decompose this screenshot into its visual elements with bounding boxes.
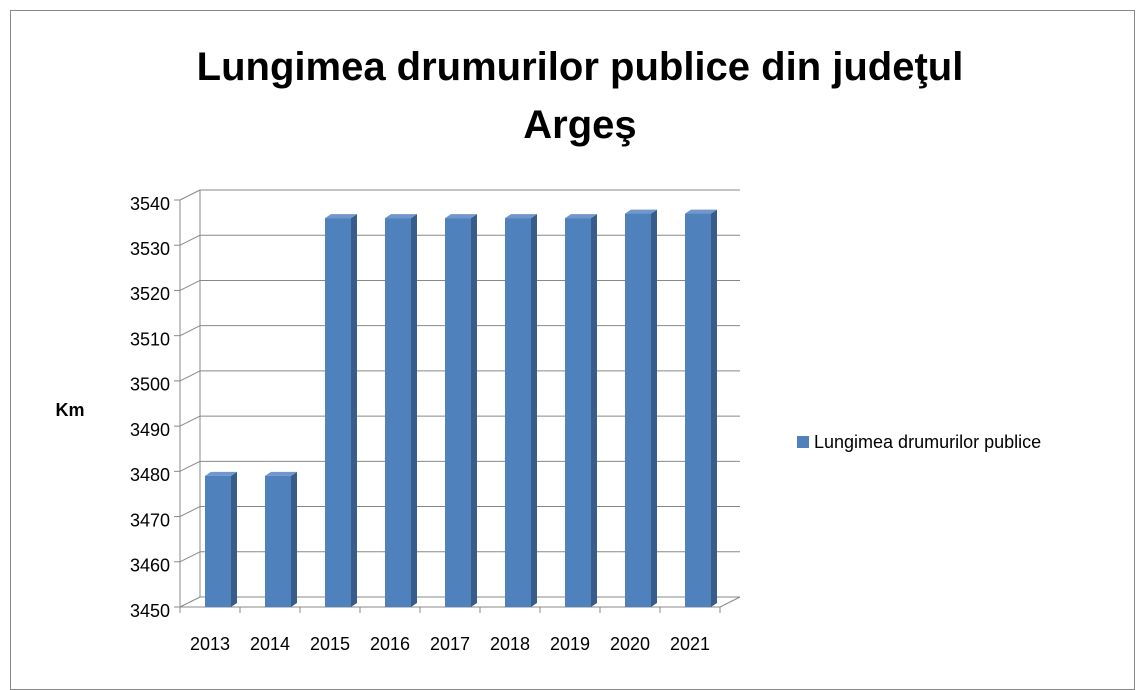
bar-front [385,218,411,608]
x-tick-label: 2013 [190,634,230,654]
bar [445,214,477,608]
grid-line [179,415,201,427]
grid-line [179,189,201,201]
bar-top [205,471,237,476]
bar-top [625,209,657,214]
grid-line [179,506,201,518]
bar-side [591,214,597,608]
legend-label: Lungimea drumurilor publice [814,432,1041,452]
x-tick-label: 2019 [550,634,590,654]
y-tick-label: 3500 [130,375,170,395]
bar-top [505,214,537,219]
bar-top [445,214,477,219]
x-tick-label: 2021 [670,634,710,654]
y-tick-label: 3530 [130,239,170,259]
y-tick-label: 3480 [130,465,170,485]
bar-front [565,218,591,608]
grid-line [179,234,201,246]
bar [265,471,297,607]
grid-line [179,370,201,382]
grid-line [179,551,201,563]
bar-side [231,471,237,607]
x-tick-label: 2020 [610,634,650,654]
axis-line [719,596,741,608]
y-tick-label: 3460 [130,556,170,576]
bar-side [291,471,297,607]
y-tick-label: 3540 [130,194,170,214]
bar-side [411,214,417,608]
y-tick-label: 3450 [130,601,170,621]
bar-top [265,471,297,476]
x-tick-label: 2018 [490,634,530,654]
bar-front [445,218,471,608]
bar-top [325,214,357,219]
y-tick-label: 3490 [130,420,170,440]
bar-front [625,213,651,608]
x-tick-label: 2016 [370,634,410,654]
bar [565,214,597,608]
bar-front [205,475,231,607]
bar-top [565,214,597,219]
grid-line [179,596,201,608]
y-axis-title: Km [55,400,84,420]
x-tick-label: 2014 [250,634,290,654]
bar [325,214,357,608]
bar-front [325,218,351,608]
bar-side [651,209,657,608]
chart: Km 3450 3460 3470 3480 3490 3500 3510 3520 3530 3… [55,189,1041,654]
bar [505,214,537,608]
grid-line [179,460,201,472]
x-tick-label: 2017 [430,634,470,654]
y-tick-label: 3510 [130,329,170,349]
bar [625,209,657,608]
bar [385,214,417,608]
y-tick-label: 3470 [130,510,170,530]
bar-front [505,218,531,608]
bar-side [711,209,717,608]
bar-front [685,213,711,608]
bar-top [685,209,717,214]
y-tick-label: 3520 [130,284,170,304]
bar [685,209,717,608]
bar [205,471,237,607]
grid-line [179,325,201,337]
grid-line [179,279,201,291]
legend-swatch [797,436,809,448]
bar-side [531,214,537,608]
bar-front [265,475,291,607]
chart-title: Lungimea drumurilor publice din judeţul … [196,45,964,147]
bar-top [385,214,417,219]
x-tick-label: 2015 [310,634,350,654]
bar-side [471,214,477,608]
bar-side [351,214,357,608]
